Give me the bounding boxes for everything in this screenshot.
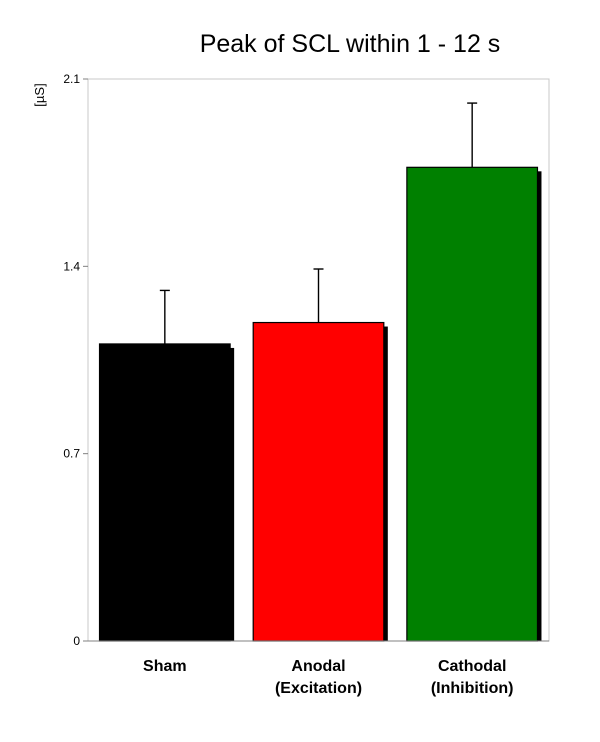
x-category-label: Anodal [291, 658, 345, 675]
y-tick-label: 2.1 [63, 72, 80, 86]
chart-title: Peak of SCL within 1 - 12 s [200, 30, 501, 58]
bar [252, 321, 385, 642]
x-category-label: Sham [143, 658, 187, 675]
x-category-label: (Excitation) [275, 680, 362, 697]
y-tick-label: 0.7 [63, 447, 80, 461]
x-category-label: Cathodal [438, 658, 506, 675]
x-category-label: (Inhibition) [431, 680, 514, 697]
y-axis-label: [µS] [32, 83, 47, 106]
bar [406, 166, 539, 642]
y-tick-label: 1.4 [63, 259, 80, 273]
bar [98, 343, 231, 642]
y-tick-label: 0 [73, 634, 80, 648]
